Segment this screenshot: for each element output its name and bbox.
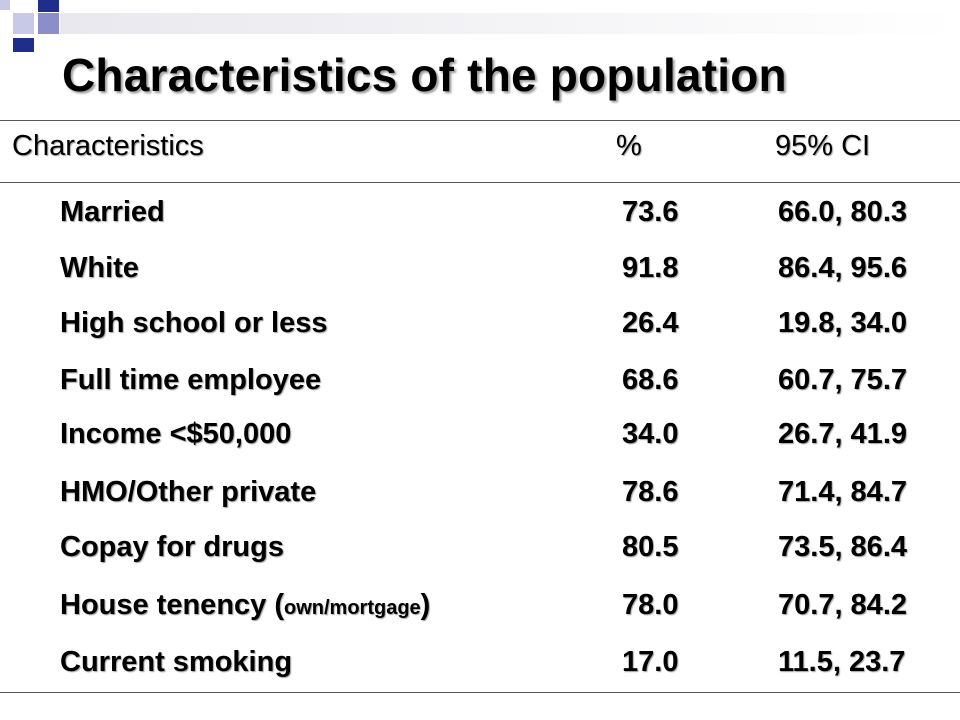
row-label-small: own/mortgage xyxy=(284,597,421,619)
row-percent: 73.6 xyxy=(622,196,679,228)
row-ci: 19.8, 34.0 xyxy=(778,307,907,339)
header-ci: 95% CI xyxy=(775,130,871,162)
header-divider xyxy=(0,182,960,183)
decor-square-4 xyxy=(38,13,59,34)
row-percent: 80.5 xyxy=(622,531,679,563)
row-percent: 34.0 xyxy=(622,418,679,450)
header-percent: % xyxy=(616,130,642,162)
row-ci: 73.5, 86.4 xyxy=(778,531,907,563)
row-label: Income <$50,000 xyxy=(60,418,292,450)
row-percent: 17.0 xyxy=(622,646,679,678)
row-label: Current smoking xyxy=(60,646,293,678)
title-divider xyxy=(0,120,960,121)
table-row: House tenency (own/mortgage) 78.0 70.7, … xyxy=(0,585,960,625)
decor-square-2 xyxy=(38,0,59,12)
row-label-end: ) xyxy=(420,589,431,621)
row-label: House tenency (own/mortgage) xyxy=(60,585,430,628)
header-characteristics: Characteristics xyxy=(12,130,204,162)
row-label: Copay for drugs xyxy=(60,531,284,563)
row-ci: 26.7, 41.9 xyxy=(778,418,907,450)
row-ci: 70.7, 84.2 xyxy=(778,589,907,621)
row-ci: 71.4, 84.7 xyxy=(778,476,907,508)
row-label-main: House tenency ( xyxy=(60,589,284,621)
row-percent: 78.6 xyxy=(622,476,679,508)
table-header: Characteristics % 95% CI xyxy=(0,126,960,166)
table-row: Current smoking 17.0 11.5, 23.7 xyxy=(0,642,960,682)
row-label: High school or less xyxy=(60,307,328,339)
row-percent: 78.0 xyxy=(622,589,679,621)
row-ci: 66.0, 80.3 xyxy=(778,196,907,228)
decor-square-3 xyxy=(13,38,34,52)
table-row: Married 73.6 66.0, 80.3 xyxy=(0,192,960,232)
row-ci: 60.7, 75.7 xyxy=(778,364,907,396)
row-label: Married xyxy=(60,196,165,228)
row-label: HMO/Other private xyxy=(60,476,317,508)
row-label: White xyxy=(60,252,139,284)
row-percent: 91.8 xyxy=(622,252,679,284)
table-row: Income <$50,000 34.0 26.7, 41.9 xyxy=(0,414,960,454)
decor-square-5 xyxy=(0,0,10,10)
table-row: Copay for drugs 80.5 73.5, 86.4 xyxy=(0,527,960,567)
decor-square-1 xyxy=(13,13,34,34)
row-label: Full time employee xyxy=(60,364,322,396)
row-percent: 68.6 xyxy=(622,364,679,396)
table-bottom-divider xyxy=(0,692,960,693)
table-row: HMO/Other private 78.6 71.4, 84.7 xyxy=(0,472,960,512)
row-percent: 26.4 xyxy=(622,307,679,339)
row-ci: 86.4, 95.6 xyxy=(778,252,907,284)
row-ci: 11.5, 23.7 xyxy=(778,646,906,678)
table-row: Full time employee 68.6 60.7, 75.7 xyxy=(0,360,960,400)
table-row: High school or less 26.4 19.8, 34.0 xyxy=(0,303,960,343)
decor-top-bar xyxy=(60,13,960,34)
page-title: Characteristics of the population xyxy=(62,49,787,101)
table-row: White 91.8 86.4, 95.6 xyxy=(0,248,960,288)
